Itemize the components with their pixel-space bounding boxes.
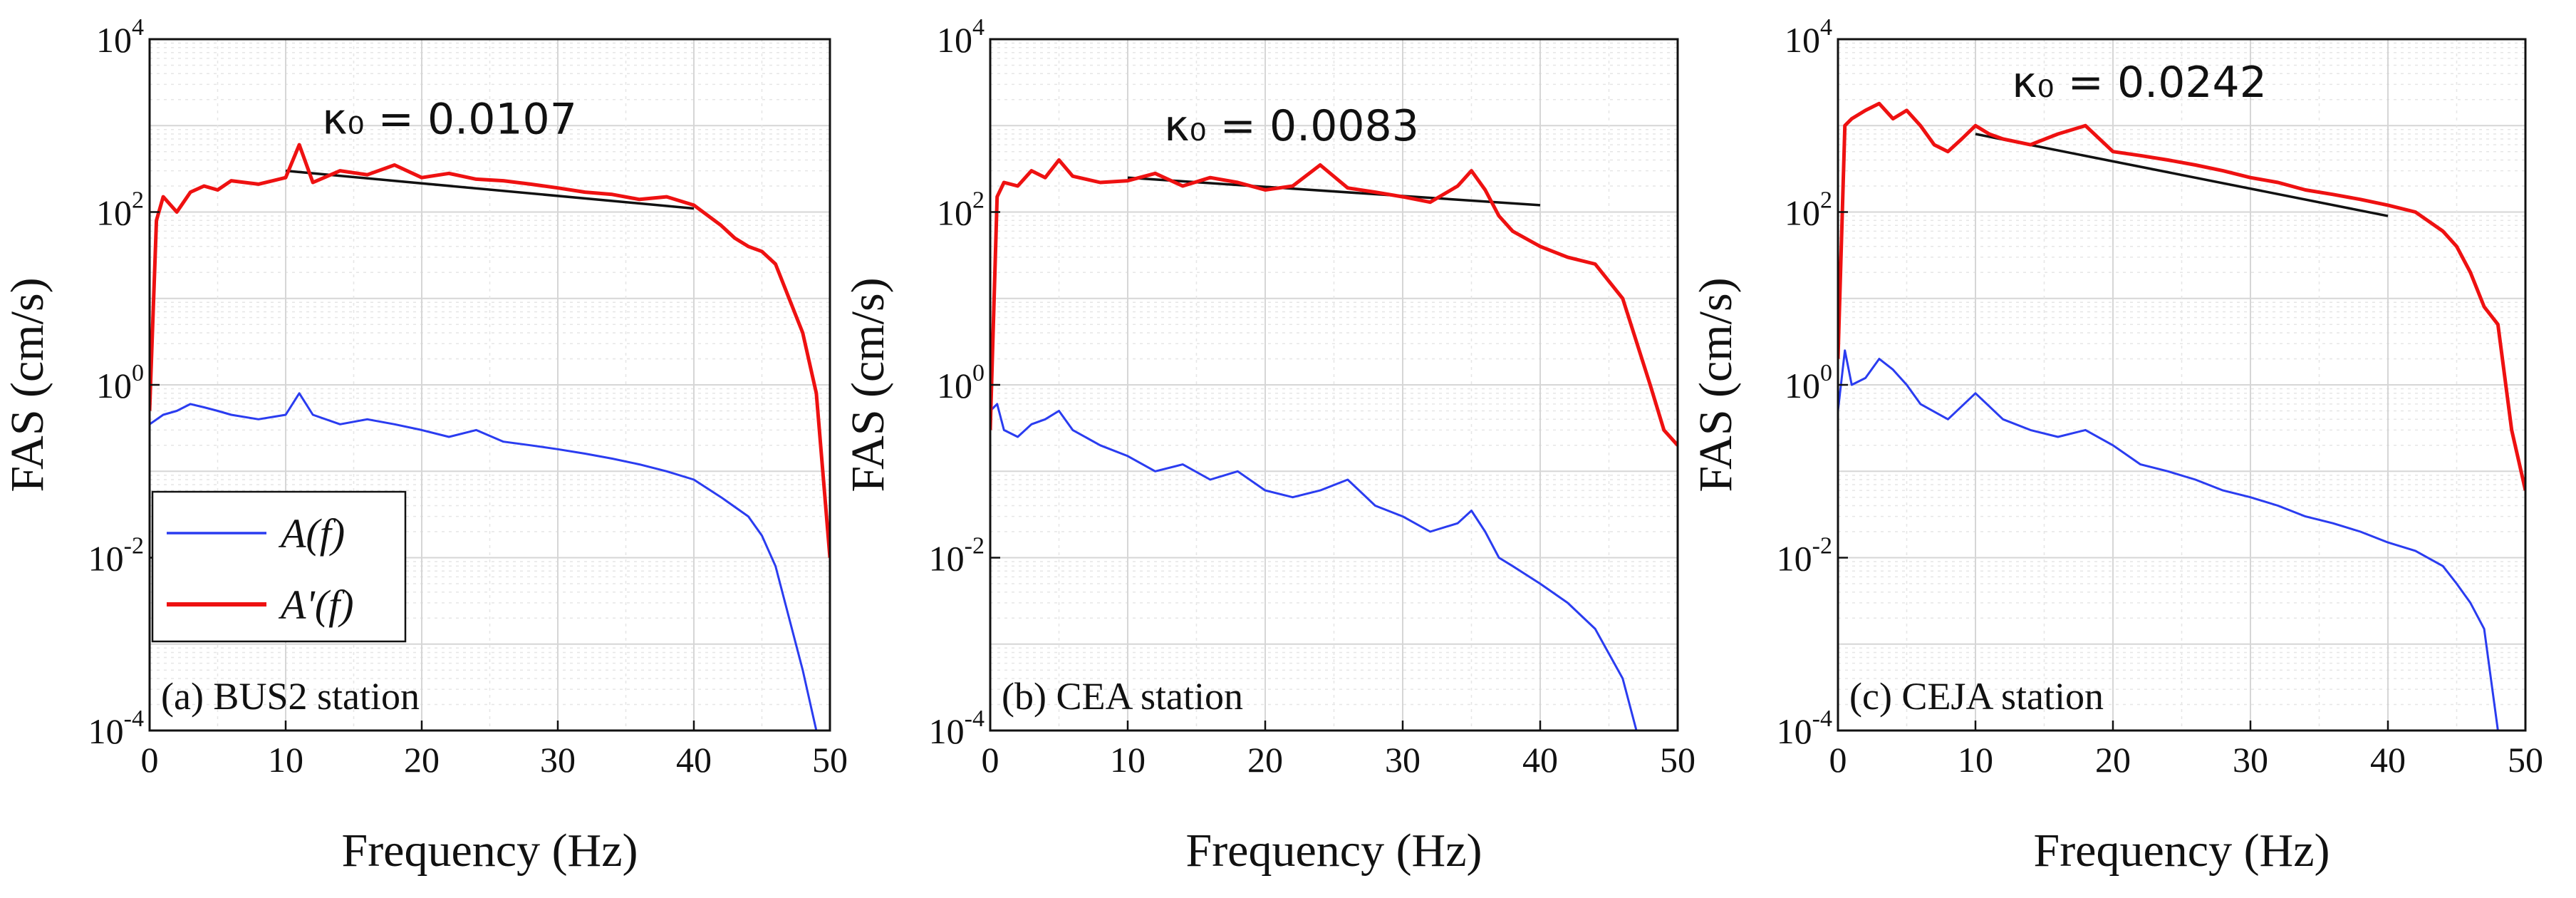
y-axis-title: FAS (cm/s) (842, 277, 894, 492)
y-tick-label: 102 (1785, 187, 1832, 233)
series-line-A-prime-f (990, 158, 1678, 447)
y-tick-base: 10 (937, 366, 972, 406)
y-tick-label: 10-2 (1777, 533, 1832, 579)
y-tick-exponent: -2 (124, 533, 144, 559)
y-tick-exponent: 2 (972, 187, 985, 214)
y-tick-exponent: -2 (1812, 533, 1832, 559)
x-axis-title: Frequency (Hz) (342, 825, 638, 877)
panel-label: (a) BUS2 station (161, 675, 420, 718)
y-tick-exponent: 4 (132, 14, 144, 41)
series-line-A-f (1838, 349, 2499, 731)
y-tick-base: 10 (1777, 711, 1812, 751)
legend-label: A'(f) (278, 582, 354, 628)
x-tick-label: 10 (1110, 740, 1146, 780)
series-line-A-prime-f (150, 143, 830, 558)
y-tick-base: 10 (929, 711, 965, 751)
y-tick-base: 10 (1785, 366, 1820, 406)
y-tick-base: 10 (1785, 20, 1820, 60)
x-tick-label: 10 (1958, 740, 1993, 780)
x-tick-label: 0 (141, 740, 159, 780)
x-axis-title: Frequency (Hz) (2034, 825, 2330, 877)
x-tick-label: 0 (1829, 740, 1847, 780)
y-tick-exponent: 4 (972, 14, 985, 41)
y-tick-label: 100 (96, 360, 144, 406)
y-tick-exponent: 0 (132, 360, 144, 386)
y-tick-exponent: 2 (132, 187, 144, 214)
y-axis-title: FAS (cm/s) (1, 277, 53, 492)
y-tick-base: 10 (937, 193, 972, 233)
series-line-A-f (990, 403, 1638, 731)
y-tick-base: 10 (937, 20, 972, 60)
y-tick-label: 100 (937, 360, 985, 406)
x-axis-title: Frequency (Hz) (1186, 825, 1482, 877)
y-tick-label: 10-4 (929, 706, 985, 751)
y-tick-base: 10 (1777, 539, 1812, 579)
y-tick-label: 10-2 (88, 533, 144, 579)
series-line-A-f (150, 392, 818, 731)
y-tick-exponent: -4 (1812, 706, 1832, 732)
x-tick-label: 20 (404, 740, 440, 780)
legend-box (151, 490, 407, 643)
y-tick-exponent: 0 (1820, 360, 1832, 386)
x-tick-label: 30 (1385, 740, 1421, 780)
kappa-fit-line (285, 169, 695, 210)
y-tick-label: 100 (1785, 360, 1832, 406)
y-tick-label: 102 (937, 187, 985, 233)
y-tick-label: 10-4 (1777, 706, 1832, 751)
x-tick-label: 20 (2095, 740, 2131, 780)
x-tick-label: 40 (676, 740, 712, 780)
kappa-annotation: κ₀ = 0.0242 (2012, 58, 2267, 108)
x-tick-label: 30 (2233, 740, 2268, 780)
x-tick-label: 50 (1660, 740, 1695, 780)
x-tick-label: 0 (982, 740, 999, 780)
y-tick-base: 10 (1785, 193, 1820, 233)
y-tick-exponent: -4 (965, 706, 985, 732)
y-tick-exponent: -4 (124, 706, 144, 732)
y-tick-base: 10 (96, 20, 132, 60)
panel-label: (b) CEA station (1002, 675, 1243, 718)
x-tick-label: 30 (540, 740, 576, 780)
legend-label: A(f) (278, 510, 345, 557)
y-tick-label: 104 (96, 14, 144, 60)
x-tick-label: 10 (268, 740, 303, 780)
y-axis-title: FAS (cm/s) (1690, 277, 1742, 492)
y-tick-exponent: 2 (1820, 187, 1832, 214)
y-tick-exponent: 4 (1820, 14, 1832, 41)
y-tick-exponent: -2 (965, 533, 985, 559)
x-tick-label: 40 (1522, 740, 1558, 780)
x-tick-label: 50 (812, 740, 848, 780)
y-tick-label: 104 (1785, 14, 1832, 60)
kappa-annotation: κ₀ = 0.0107 (322, 95, 577, 145)
kappa-annotation: κ₀ = 0.0083 (1164, 101, 1419, 151)
kappa-fit-line (1975, 133, 2389, 217)
y-tick-exponent: 0 (972, 360, 985, 386)
y-tick-label: 104 (937, 14, 985, 60)
x-tick-label: 20 (1247, 740, 1283, 780)
y-tick-label: 102 (96, 187, 144, 233)
y-tick-base: 10 (929, 539, 965, 579)
y-tick-base: 10 (88, 711, 124, 751)
y-tick-base: 10 (88, 539, 124, 579)
panel-label: (c) CEJA station (1849, 675, 2104, 718)
x-tick-label: 50 (2508, 740, 2543, 780)
x-tick-label: 40 (2370, 740, 2406, 780)
series-line-A-prime-f (1838, 101, 2525, 491)
y-tick-label: 10-2 (929, 533, 985, 579)
y-tick-label: 10-4 (88, 706, 144, 751)
y-tick-base: 10 (96, 366, 132, 406)
y-tick-base: 10 (96, 193, 132, 233)
